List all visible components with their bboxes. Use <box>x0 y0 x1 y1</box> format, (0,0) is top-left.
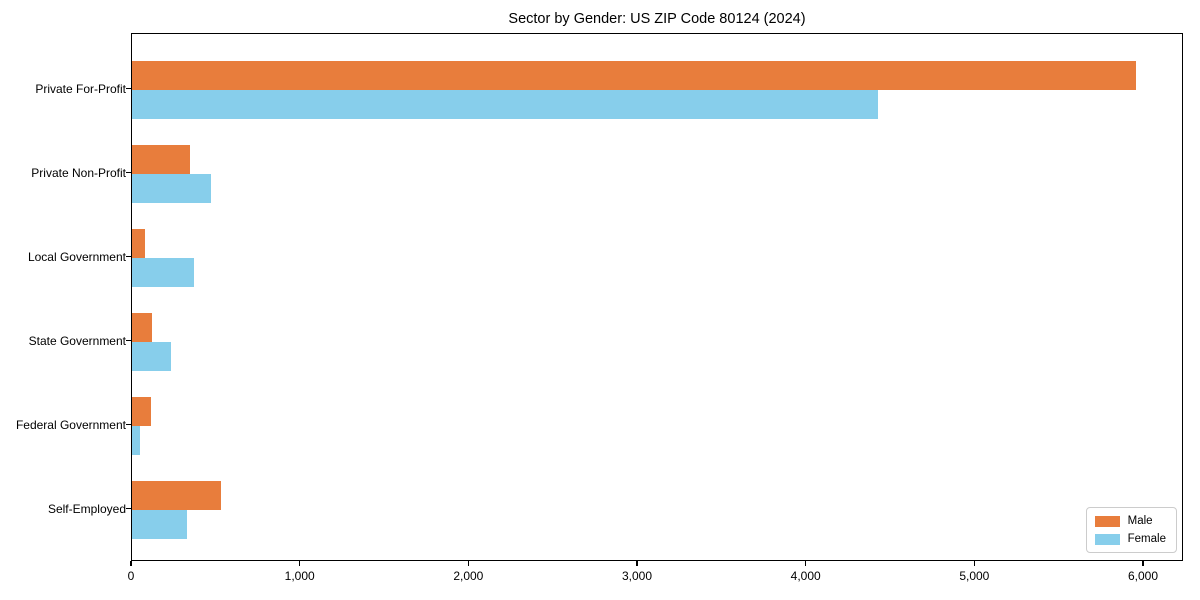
bar-female-federal-government <box>132 425 140 455</box>
x-tick-label-1000: 1,000 <box>284 569 315 583</box>
y-tick-mark <box>126 423 131 426</box>
y-tick-label-self-employed: Self-Employed <box>47 501 126 516</box>
x-tick-mark <box>1142 561 1144 566</box>
y-tick-mark <box>126 255 131 258</box>
male-swatch-icon <box>1094 515 1120 527</box>
legend: Male Female <box>1085 507 1177 553</box>
bar-female-self-employed <box>132 509 187 539</box>
x-tick-label-2000: 2,000 <box>453 569 484 583</box>
y-tick-label-state-government: State Government <box>28 333 126 348</box>
x-tick-label-5000: 5,000 <box>959 569 990 583</box>
bar-female-private-non-profit <box>132 173 212 203</box>
legend-label-male: Male <box>1127 515 1153 527</box>
x-tick-label-0: 0 <box>127 569 135 583</box>
y-tick-mark <box>126 87 131 90</box>
y-tick-mark <box>126 339 131 342</box>
female-swatch-icon <box>1094 533 1120 545</box>
bar-male-private-for-profit <box>132 60 1136 90</box>
y-tick-label-federal-government: Federal Government <box>15 417 126 432</box>
plot-area <box>131 33 1183 561</box>
bar-female-state-government <box>132 341 171 371</box>
chart-title: Sector by Gender: US ZIP Code 80124 (202… <box>508 11 806 27</box>
x-tick-label-4000: 4,000 <box>790 569 821 583</box>
bar-male-federal-government <box>132 396 151 426</box>
bar-male-local-government <box>132 228 146 258</box>
bar-male-self-employed <box>132 480 222 510</box>
legend-item-male: Male <box>1094 515 1166 527</box>
x-tick-mark <box>804 561 807 566</box>
legend-item-female: Female <box>1094 533 1166 545</box>
x-tick-mark <box>636 561 638 566</box>
y-tick-label-local-government: Local Government <box>27 249 126 264</box>
x-tick-label-3000: 3,000 <box>621 569 653 583</box>
x-tick-mark <box>973 561 976 566</box>
legend-label-female: Female <box>1127 533 1166 545</box>
x-tick-label-6000: 6,000 <box>1127 569 1159 583</box>
y-tick-mark <box>126 507 131 510</box>
bar-female-local-government <box>132 257 195 287</box>
x-tick-mark <box>467 561 470 566</box>
y-tick-label-private-for-profit: Private For-Profit <box>35 81 126 96</box>
bar-female-private-for-profit <box>132 89 878 119</box>
bar-male-state-government <box>132 312 153 342</box>
y-tick-mark <box>126 171 131 174</box>
y-tick-label-private-non-profit: Private Non-Profit <box>31 165 126 180</box>
bar-male-private-non-profit <box>132 144 191 174</box>
x-tick-mark <box>298 561 301 566</box>
x-tick-mark <box>130 561 132 566</box>
